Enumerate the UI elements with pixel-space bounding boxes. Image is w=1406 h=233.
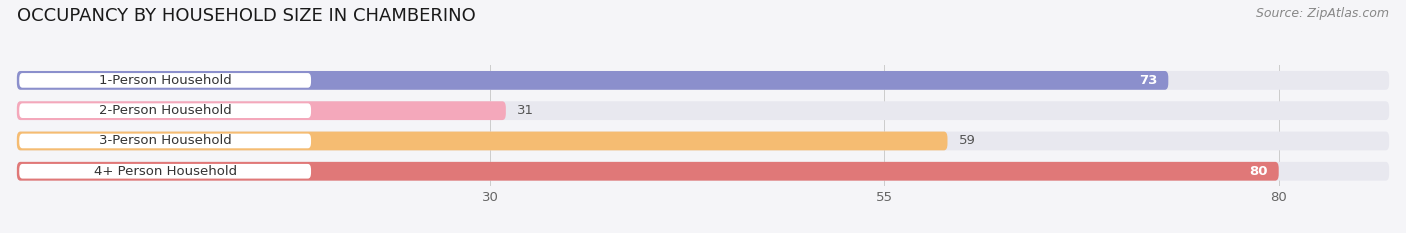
Text: 1-Person Household: 1-Person Household <box>98 74 232 87</box>
FancyBboxPatch shape <box>17 132 948 150</box>
FancyBboxPatch shape <box>17 71 1389 90</box>
FancyBboxPatch shape <box>20 134 311 148</box>
Text: 80: 80 <box>1249 165 1268 178</box>
Text: 59: 59 <box>959 134 976 147</box>
FancyBboxPatch shape <box>20 164 311 178</box>
Text: Source: ZipAtlas.com: Source: ZipAtlas.com <box>1256 7 1389 20</box>
FancyBboxPatch shape <box>20 103 311 118</box>
FancyBboxPatch shape <box>17 132 1389 150</box>
Text: 31: 31 <box>517 104 534 117</box>
FancyBboxPatch shape <box>17 101 1389 120</box>
FancyBboxPatch shape <box>17 162 1278 181</box>
Text: 4+ Person Household: 4+ Person Household <box>94 165 236 178</box>
Text: 2-Person Household: 2-Person Household <box>98 104 232 117</box>
Text: 3-Person Household: 3-Person Household <box>98 134 232 147</box>
FancyBboxPatch shape <box>20 73 311 88</box>
Text: 73: 73 <box>1139 74 1157 87</box>
Text: OCCUPANCY BY HOUSEHOLD SIZE IN CHAMBERINO: OCCUPANCY BY HOUSEHOLD SIZE IN CHAMBERIN… <box>17 7 475 25</box>
FancyBboxPatch shape <box>17 162 1389 181</box>
FancyBboxPatch shape <box>17 71 1168 90</box>
FancyBboxPatch shape <box>17 101 506 120</box>
